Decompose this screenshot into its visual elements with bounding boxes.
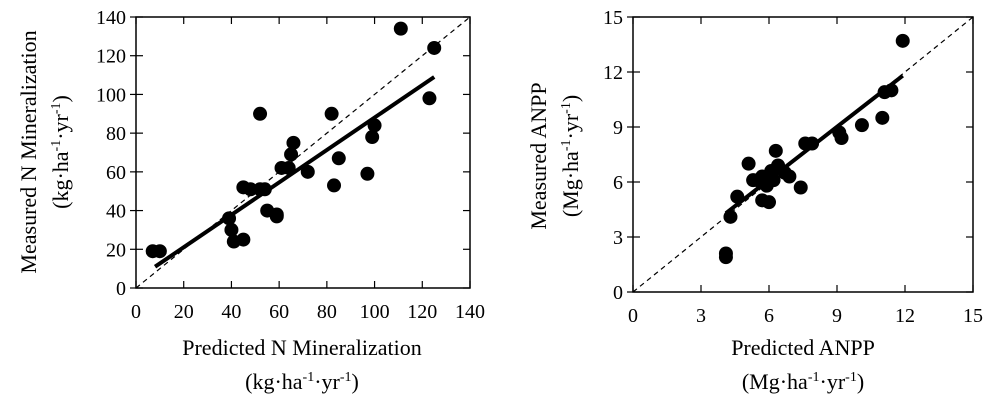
data-point: [222, 211, 237, 226]
x-tick-label: 140: [455, 301, 485, 323]
data-point: [360, 166, 375, 181]
x-tick-label: 120: [407, 301, 437, 323]
data-point: [768, 143, 783, 158]
y-tick-label: 40: [106, 201, 126, 223]
data-points: [718, 33, 910, 265]
x-tick-label: 9: [832, 305, 842, 327]
tick-labels: 0 20 40 60 80 100 120 140 0 20 40 60 80 100 120 140: [96, 7, 485, 323]
y-tick-label: 80: [106, 123, 126, 145]
data-point: [766, 173, 781, 188]
reference-lines: [632, 16, 974, 293]
y-tick-label: 20: [106, 239, 126, 261]
data-point: [269, 209, 284, 224]
y-axis-title: Measured ANPP: [526, 82, 551, 229]
data-point: [367, 118, 382, 133]
data-point: [884, 83, 899, 98]
y-tick-label: 0: [116, 278, 126, 300]
data-point: [427, 40, 442, 55]
x-tick-label: 15: [963, 305, 983, 327]
y-axis-title: Measured N Mineralization: [16, 30, 41, 273]
tick-labels: 0 3 6 9 12 15 0 3 6 9 12 15: [603, 7, 983, 327]
x-axis-unit: (kg·ha-1·yr-1): [245, 369, 359, 394]
plot-frame: [135, 16, 471, 289]
y-tick-label: 140: [96, 7, 126, 29]
y-tick-label: 100: [96, 84, 126, 106]
plot-frame: [632, 16, 974, 293]
data-point: [324, 106, 339, 121]
regression-line: [153, 75, 436, 269]
y-tick-label: 120: [96, 46, 126, 68]
data-point: [805, 136, 820, 151]
y-tick-label: 9: [613, 117, 623, 139]
data-point: [834, 131, 849, 145]
data-point: [762, 195, 776, 210]
x-tick-label: 0: [131, 301, 141, 323]
data-point: [365, 130, 380, 145]
x-tick-label: 40: [221, 301, 241, 323]
data-point: [224, 222, 239, 237]
x-tick-label: 60: [269, 301, 289, 323]
x-tick-label: 6: [764, 305, 774, 327]
y-tick-label: 6: [613, 172, 623, 194]
data-point: [854, 118, 869, 133]
data-point: [895, 33, 910, 48]
x-tick-label: 20: [174, 301, 194, 323]
x-axis-title: Predicted ANPP: [731, 335, 875, 360]
reference-lines: [135, 16, 471, 289]
data-point: [284, 147, 299, 162]
data-point: [152, 244, 167, 259]
data-point: [286, 135, 301, 150]
y-axis-unit: (kg·ha-1·yr-1): [48, 95, 73, 209]
y-tick-label: 15: [603, 7, 623, 29]
data-point: [253, 106, 268, 121]
data-point: [393, 21, 408, 36]
data-point: [718, 250, 733, 265]
x-tick-label: 100: [360, 301, 390, 323]
x-tick-label: 12: [895, 305, 915, 327]
data-point: [281, 160, 296, 175]
x-tick-label: 80: [317, 301, 337, 323]
data-point: [257, 182, 272, 197]
y-tick-label: 0: [613, 282, 623, 304]
data-point: [782, 169, 797, 184]
data-point: [327, 178, 342, 193]
data-point: [723, 209, 738, 224]
data-point: [236, 232, 251, 247]
data-point: [300, 164, 315, 179]
anpp-panel: 0 3 6 9 12 15 0 3 6 9 12 15 Measured ANPP (Mg·ha-1·…: [526, 7, 983, 394]
x-axis-unit: (Mg·ha-1·yr-1): [742, 369, 864, 394]
n-mineralization-panel: 0 20 40 60 80 100 120 140 0 20 40 60 80 100 120 140 Mea…: [16, 7, 485, 394]
axis-ticks: [130, 16, 471, 289]
y-tick-label: 12: [603, 62, 623, 84]
data-point: [730, 189, 745, 204]
x-tick-label: 0: [628, 305, 638, 327]
y-axis-unit: (Mg·ha-1·yr-1): [558, 95, 583, 217]
x-axis-title: Predicted N Mineralization: [182, 335, 421, 360]
y-tick-label: 60: [106, 162, 126, 184]
data-point: [422, 91, 437, 106]
axis-ticks: [627, 16, 974, 293]
data-point: [875, 110, 890, 125]
data-points: [145, 21, 442, 259]
data-point: [741, 156, 756, 171]
data-point: [793, 180, 808, 195]
y-tick-label: 3: [613, 227, 623, 249]
x-tick-label: 3: [696, 305, 706, 327]
data-point: [331, 151, 346, 166]
